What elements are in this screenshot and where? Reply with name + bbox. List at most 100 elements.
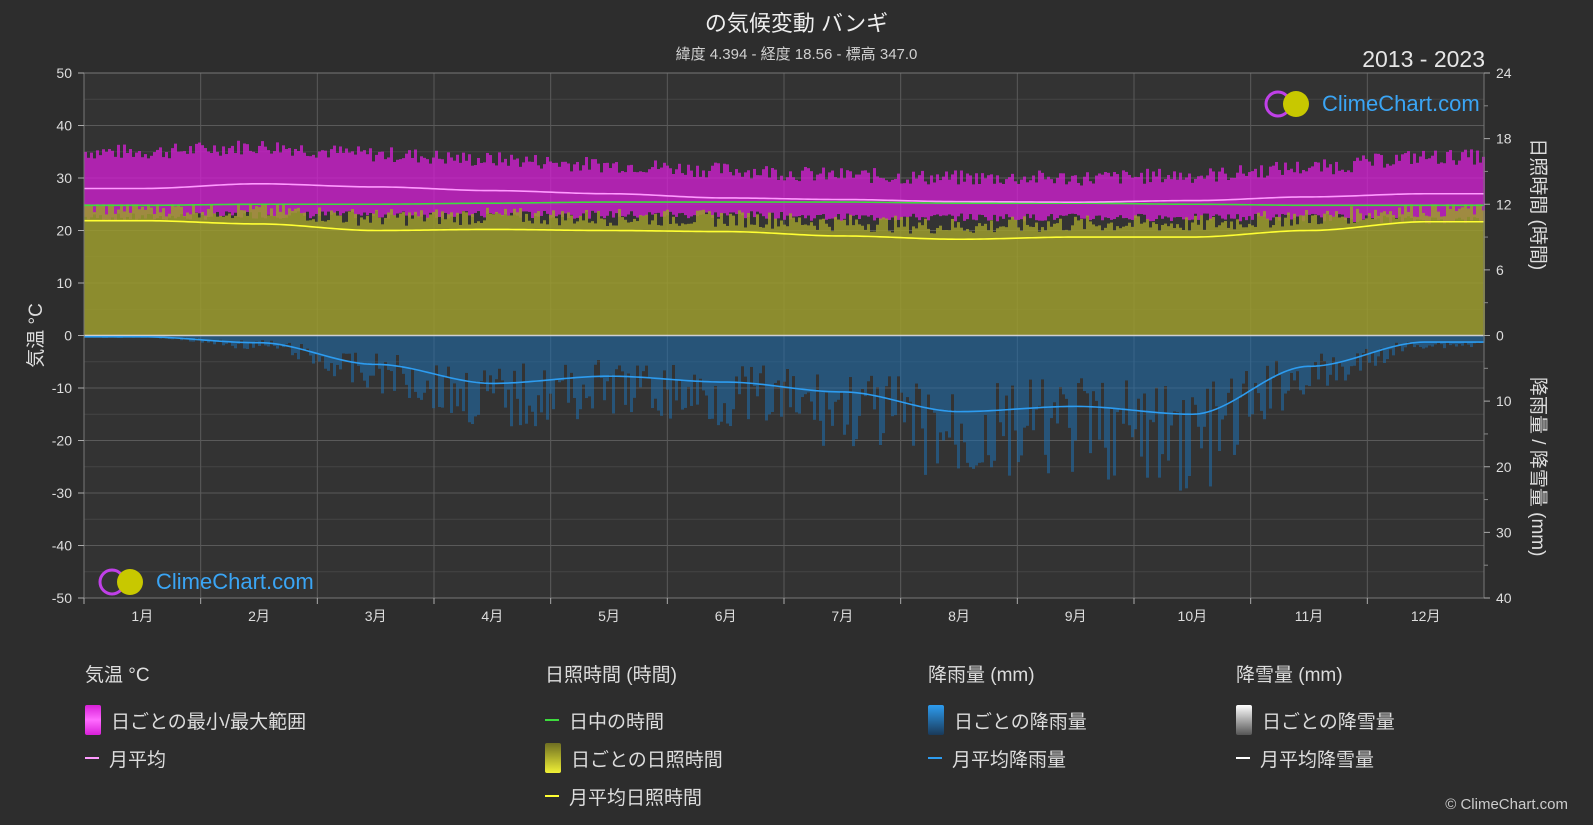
sunshine-bar — [519, 208, 522, 336]
sunshine-bar — [1056, 223, 1059, 336]
sunshine-bar — [711, 215, 714, 336]
sunshine-bar — [1281, 226, 1284, 336]
temp-range-bar — [996, 175, 999, 222]
sunshine-bar — [1119, 228, 1122, 336]
sunshine-bar — [1425, 215, 1428, 336]
rain-bar — [1188, 335, 1191, 477]
rain-bar — [663, 335, 666, 371]
rain-bar — [960, 335, 963, 424]
sunshine-bar — [1212, 216, 1215, 336]
tick-label-left: 0 — [64, 328, 72, 344]
snow-mean-swatch — [1236, 757, 1250, 759]
rain-bar — [690, 335, 693, 406]
sunshine-swatch — [545, 743, 561, 773]
sunshine-bar — [864, 229, 867, 336]
sunshine-bar — [594, 223, 597, 336]
rain-bar — [1125, 335, 1128, 381]
temp-range-bar — [1188, 173, 1191, 221]
tick-label-left: -20 — [52, 433, 72, 449]
sunshine-bar — [270, 208, 273, 336]
rain-bar — [792, 335, 795, 377]
sunshine-bar — [276, 204, 279, 336]
rain-bar — [453, 335, 456, 384]
temp-range-bar — [1413, 153, 1416, 223]
rain-bar — [567, 335, 570, 403]
rain-bar — [1455, 335, 1458, 347]
temp-range-bar — [1215, 181, 1218, 215]
sunshine-bar — [1383, 211, 1386, 336]
tick-label-right: 0 — [1496, 328, 1504, 344]
rain-bar — [828, 335, 831, 410]
temp-range-bar — [528, 161, 531, 212]
temp-range-bar — [243, 143, 246, 214]
rain-bar — [1290, 335, 1293, 373]
mean-swatch — [85, 757, 99, 759]
rain-bar — [1269, 335, 1272, 409]
temp-range-bar — [852, 177, 855, 216]
sunshine-bar — [1326, 210, 1329, 336]
rain-bar — [378, 335, 381, 369]
rain-bar — [1113, 335, 1116, 476]
sunshine-bar — [504, 208, 507, 336]
rain-bar — [195, 335, 198, 339]
temp-range-bar — [126, 153, 129, 217]
sunshine-bar — [870, 231, 873, 336]
rain-bar — [747, 335, 750, 420]
temp-range-bar — [1302, 169, 1305, 222]
temp-range-bar — [615, 162, 618, 214]
rain-bar — [1308, 335, 1311, 387]
sunshine-bar — [1236, 219, 1239, 336]
temp-range-bar — [318, 151, 321, 216]
rain-bar — [231, 335, 234, 346]
month-label: 6月 — [715, 608, 737, 624]
rain-bar — [1182, 335, 1185, 401]
sunshine-bar — [477, 221, 480, 336]
rain-bar — [639, 335, 642, 388]
sunshine-bar — [279, 211, 282, 336]
temp-range-bar — [672, 174, 675, 215]
temp-range-bar — [534, 155, 537, 216]
rain-bar — [843, 335, 846, 435]
rain-bar — [162, 335, 165, 338]
sunshine-bar — [945, 229, 948, 336]
rain-bar — [447, 335, 450, 367]
logo-bottom[interactable]: ClimeChart.com — [96, 566, 314, 598]
temp-range-bar — [183, 151, 186, 218]
temp-range-bar — [1122, 170, 1125, 219]
temp-range-bar — [1434, 150, 1437, 218]
temp-range-bar — [822, 167, 825, 215]
temp-range-bar — [1218, 171, 1221, 216]
rain-bar — [909, 335, 912, 402]
temp-range-bar — [639, 171, 642, 217]
temp-range-bar — [279, 152, 282, 219]
rain-bar — [1356, 335, 1359, 354]
temp-range-bar — [651, 167, 654, 215]
temp-range-bar — [1206, 175, 1209, 214]
temp-range-bar — [201, 145, 204, 215]
sunshine-bar — [1377, 215, 1380, 336]
rain-bar — [432, 335, 435, 409]
tick-label-left: -30 — [52, 485, 72, 501]
copyright[interactable]: © ClimeChart.com — [1445, 796, 1568, 813]
sunshine-bar — [324, 221, 327, 336]
sunshine-bar — [441, 211, 444, 336]
rain-bar — [765, 335, 768, 421]
sunshine-bar — [1074, 216, 1077, 336]
rain-bar — [612, 335, 615, 414]
rain-bar — [1365, 335, 1368, 349]
sunshine-bar — [252, 209, 255, 336]
sunshine-bar — [1011, 216, 1014, 336]
rain-bar — [411, 335, 414, 370]
sunshine-bar — [1392, 215, 1395, 336]
rain-bar — [684, 335, 687, 408]
rain-bar — [216, 335, 219, 341]
temp-range-bar — [906, 179, 909, 218]
temp-range-bar — [1455, 164, 1458, 219]
sunshine-bar — [1461, 207, 1464, 336]
temp-range-bar — [1428, 158, 1431, 224]
sunshine-bar — [765, 224, 768, 336]
rain-bar — [1167, 335, 1170, 461]
rain-bar — [1134, 335, 1137, 430]
sunshine-bar — [1227, 227, 1230, 336]
logo-top[interactable]: ClimeChart.com — [1262, 88, 1480, 120]
